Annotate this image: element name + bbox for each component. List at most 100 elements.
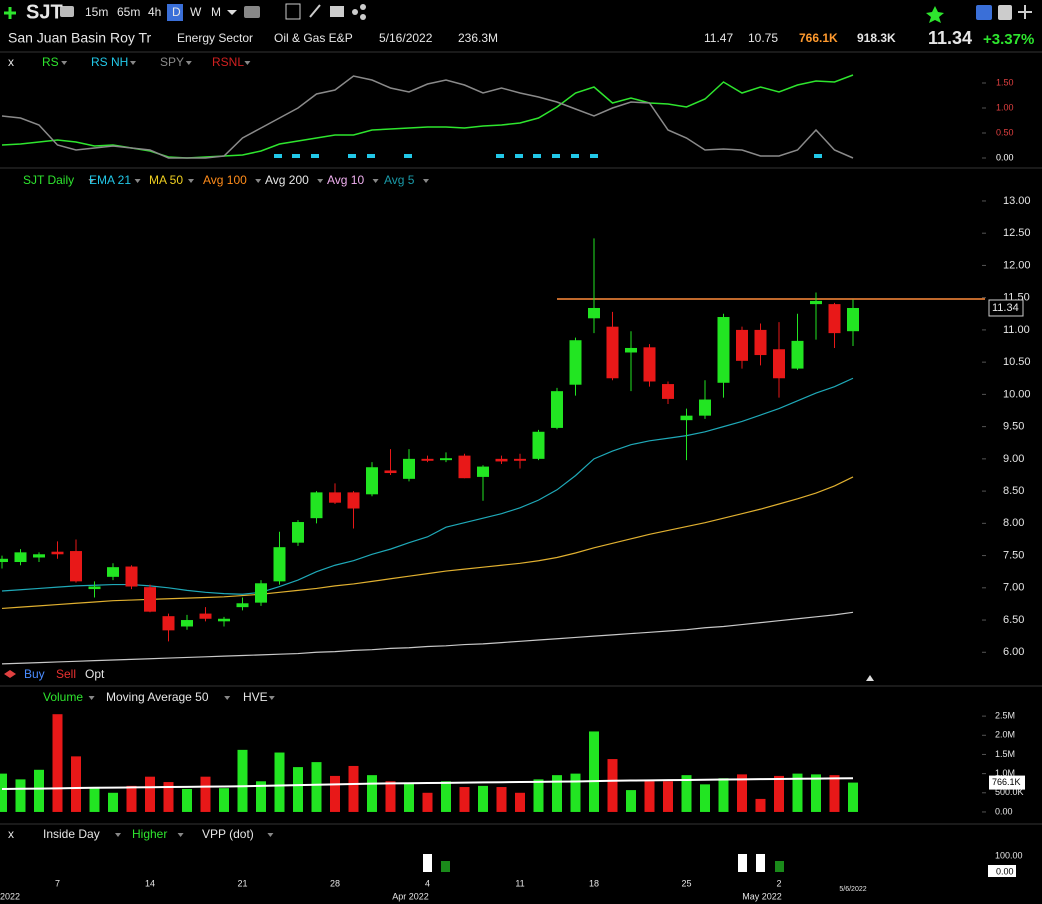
legend-item[interactable]: SPY [160, 55, 184, 69]
low: 10.75 [748, 31, 778, 45]
legend-arrow [188, 179, 194, 183]
vpp-marker [441, 861, 450, 872]
scroll-arrow[interactable] [866, 675, 874, 681]
add-icon[interactable] [4, 7, 16, 19]
rs-nh-marker [552, 154, 560, 158]
interval-button[interactable]: D [172, 5, 181, 19]
legend-arrow [88, 179, 95, 183]
icon[interactable] [285, 3, 301, 20]
volume-bar [829, 775, 840, 812]
buy-button[interactable]: Buy [24, 667, 45, 681]
interval-button[interactable]: 4h [148, 5, 161, 19]
sector[interactable]: Energy Sector [177, 31, 253, 45]
value-box [988, 865, 1016, 877]
legend-item[interactable]: Volume [43, 690, 83, 704]
candle-body [847, 307, 859, 332]
rs-nh-marker [404, 154, 412, 158]
volume-bar [200, 776, 211, 812]
interval-button[interactable]: W [190, 5, 202, 19]
candle-body [754, 329, 767, 356]
company-name: San Juan Basin Roy Tr [8, 30, 152, 46]
last-date-label: 5/6/2022 [839, 886, 866, 893]
interval-button[interactable]: 65m [117, 5, 140, 19]
price-box-label: 11.34 [992, 302, 1019, 314]
icon[interactable] [976, 5, 992, 20]
icon[interactable] [998, 5, 1012, 20]
icon[interactable] [360, 4, 366, 10]
legend-item[interactable]: SJT Daily [23, 173, 74, 187]
legend-item[interactable]: Avg 100 [203, 173, 247, 187]
candle-body [680, 415, 693, 421]
icon[interactable] [244, 6, 260, 18]
volume-bar [274, 752, 285, 812]
dropdown-arrow[interactable] [227, 10, 237, 15]
interval-button[interactable]: 15m [85, 5, 108, 19]
industry[interactable]: Oil & Gas E&P [274, 31, 353, 45]
volume-box [989, 775, 1025, 790]
y-tick-label: 2.5M [995, 710, 1015, 720]
candle-body [236, 603, 249, 608]
candle-body [662, 384, 674, 399]
volume-bar [219, 788, 229, 812]
y-tick-label: 6.00 [1003, 646, 1024, 658]
candle-body [458, 455, 471, 479]
volume-bar [774, 775, 784, 812]
legend-item[interactable]: Higher [132, 827, 167, 841]
x-month-label: May 2022 [742, 891, 782, 901]
volume-bar [89, 787, 100, 812]
line [1, 75, 854, 159]
legend-item[interactable]: Avg 200 [265, 173, 309, 187]
candle-body [403, 458, 415, 479]
interval-highlight [167, 4, 183, 21]
star-icon[interactable] [926, 6, 944, 23]
volume-bar [663, 781, 673, 812]
volume-bar [644, 781, 655, 812]
legend-item[interactable]: Avg 5 [384, 173, 415, 187]
rs-nh-marker [311, 154, 319, 158]
rs-nh-marker [571, 154, 579, 158]
candle-body [810, 300, 822, 305]
volume-bar [515, 792, 525, 812]
legend-item[interactable]: RS NH [91, 55, 128, 69]
candle-body [828, 304, 841, 334]
volume-bar [126, 785, 137, 812]
candle-body [514, 458, 526, 461]
icon[interactable] [60, 6, 74, 17]
y-tick-label: 1.0M [995, 768, 1015, 778]
volume-bar [552, 775, 562, 812]
sell-button[interactable]: Sell [56, 667, 76, 681]
legend-item[interactable]: VPP (dot) [202, 827, 254, 841]
legend-item[interactable]: EMA 21 [89, 173, 131, 187]
volume-bar [145, 776, 155, 812]
candle-body [736, 329, 748, 361]
opt-button[interactable]: Opt [85, 667, 105, 681]
icon[interactable] [360, 14, 366, 20]
change: +3.37% [983, 31, 1034, 48]
legend-item[interactable]: MA 50 [149, 173, 183, 187]
interval-button[interactable]: M [211, 5, 221, 19]
symbol[interactable]: SJT [26, 1, 63, 23]
inside-day-marker [756, 854, 765, 872]
candle-body [70, 551, 82, 582]
icon[interactable] [1018, 5, 1032, 19]
volume-bar [589, 731, 599, 812]
legend-arrow [185, 61, 192, 65]
icon[interactable] [309, 4, 321, 18]
legend-item[interactable]: RS [42, 55, 59, 69]
legend-item[interactable]: RSNL [212, 55, 244, 69]
line [1, 777, 854, 790]
icon[interactable] [352, 9, 358, 15]
legend-item[interactable]: HVE [243, 690, 268, 704]
legend-item[interactable]: Avg 10 [327, 173, 364, 187]
close-x[interactable]: x [8, 827, 14, 841]
icon[interactable] [330, 6, 344, 17]
y-tick-label: 12.00 [1003, 259, 1031, 271]
y-tick-label: 12.50 [1003, 227, 1031, 239]
legend-item[interactable]: Moving Average 50 [106, 690, 209, 704]
legend-arrow [244, 61, 251, 65]
candle-body [773, 349, 785, 379]
close-x[interactable]: x [8, 55, 14, 69]
legend-item[interactable]: Inside Day [43, 827, 100, 841]
y-tick-label: 8.00 [1003, 517, 1024, 529]
candle-body [347, 492, 360, 509]
